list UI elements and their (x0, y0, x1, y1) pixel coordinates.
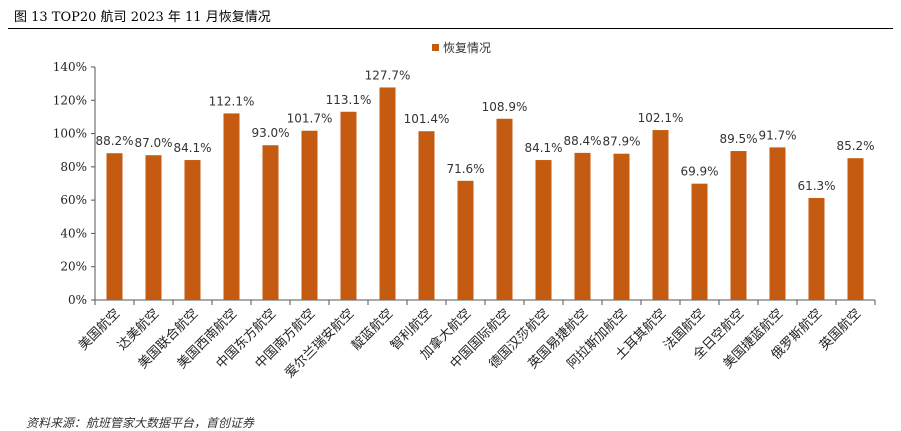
bar (379, 87, 396, 301)
bar (340, 111, 357, 300)
data-label: 91.7% (758, 128, 796, 142)
data-label: 102.1% (638, 111, 684, 125)
data-label: 87.0% (134, 136, 172, 150)
y-tick-label: 100% (53, 127, 87, 141)
data-label: 88.2% (95, 134, 133, 148)
legend-label: 恢复情况 (443, 41, 491, 55)
legend-swatch (432, 44, 439, 51)
data-label: 87.9% (602, 135, 640, 149)
data-label: 113.1% (326, 93, 372, 107)
bar (808, 197, 825, 300)
bar (262, 145, 279, 300)
legend: 恢复情况 (432, 41, 491, 55)
data-label: 69.9% (680, 165, 718, 179)
data-label: 93.0% (251, 126, 289, 140)
bar (769, 147, 786, 300)
category-label: 靛蓝航空 (348, 306, 396, 354)
bar (145, 155, 162, 300)
y-tick-label: 80% (60, 160, 87, 174)
bar (496, 118, 513, 301)
y-tick-label: 60% (60, 193, 87, 207)
y-tick-label: 40% (60, 226, 87, 240)
data-label: 71.6% (446, 162, 484, 176)
data-label: 84.1% (524, 141, 562, 155)
bar (847, 158, 864, 300)
bar (223, 113, 240, 301)
category-label: 美国航空 (75, 306, 123, 354)
category-label: 爱尔兰瑞安航空 (282, 306, 358, 382)
data-label: 108.9% (482, 100, 528, 114)
data-label: 85.2% (836, 139, 874, 153)
data-label: 88.4% (563, 134, 601, 148)
bar (652, 130, 669, 300)
bar (301, 130, 318, 300)
data-label: 84.1% (173, 141, 211, 155)
bar (457, 180, 474, 300)
data-label: 127.7% (365, 68, 411, 82)
source-note: 资料来源：航班管家大数据平台，首创证券 (26, 416, 255, 430)
bar (730, 151, 747, 300)
bar (691, 183, 708, 300)
data-label: 89.5% (719, 132, 757, 146)
y-tick-label: 140% (53, 60, 87, 74)
bar (613, 153, 630, 300)
bar (574, 152, 591, 300)
bar (184, 160, 201, 300)
y-tick-label: 120% (53, 93, 87, 107)
data-label: 112.1% (209, 94, 255, 108)
bar (535, 160, 552, 300)
title-divider (8, 28, 893, 29)
data-label: 101.7% (287, 112, 333, 126)
category-label: 英国航空 (816, 306, 864, 354)
bar (106, 153, 123, 300)
y-tick-label: 0% (68, 293, 87, 307)
bar (418, 131, 435, 300)
y-tick-label: 20% (60, 260, 87, 274)
figure-title: 图 13 TOP20 航司 2023 年 11 月恢复情况 (14, 10, 271, 25)
data-label: 61.3% (797, 179, 835, 193)
data-label: 101.4% (404, 112, 450, 126)
